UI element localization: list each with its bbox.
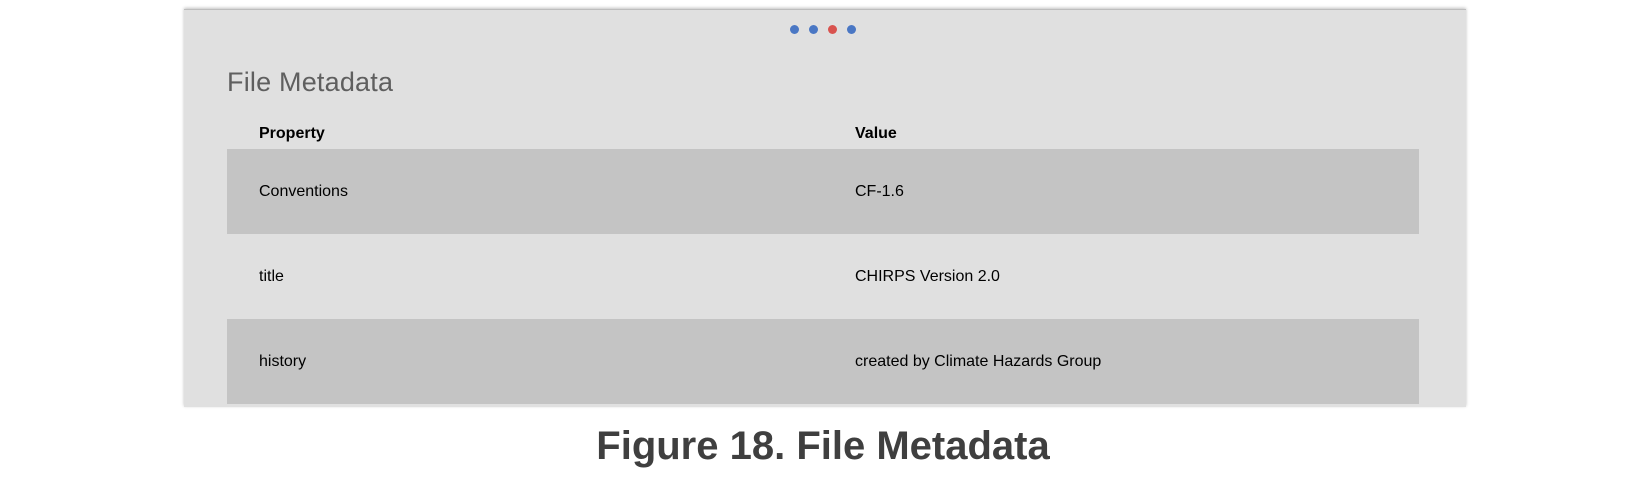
carousel-dot-3-active[interactable] <box>828 25 837 34</box>
carousel-pagination <box>790 25 856 34</box>
value-cell: CHIRPS Version 2.0 <box>823 234 1419 319</box>
figure-caption: Figure 18. File Metadata <box>596 424 1050 468</box>
column-header-property: Property <box>259 124 325 142</box>
table-header-row: Property Value <box>227 118 1419 149</box>
carousel-dot-4[interactable] <box>847 25 856 34</box>
table-row: Conventions CF-1.6 <box>227 149 1419 234</box>
table-row: title CHIRPS Version 2.0 <box>227 234 1419 319</box>
column-header-value: Value <box>855 124 897 142</box>
carousel-dot-2[interactable] <box>809 25 818 34</box>
section-title: File Metadata <box>227 67 394 97</box>
table-row: history created by Climate Hazards Group <box>227 319 1419 404</box>
carousel-dot-1[interactable] <box>790 25 799 34</box>
metadata-panel: File Metadata Property Value Conventions… <box>184 9 1466 407</box>
metadata-table: Property Value Conventions CF-1.6 title … <box>227 118 1419 404</box>
value-cell: created by Climate Hazards Group <box>823 319 1419 404</box>
property-cell: Conventions <box>227 149 823 234</box>
property-cell: title <box>227 234 823 319</box>
property-cell: history <box>227 319 823 404</box>
value-cell: CF-1.6 <box>823 149 1419 234</box>
